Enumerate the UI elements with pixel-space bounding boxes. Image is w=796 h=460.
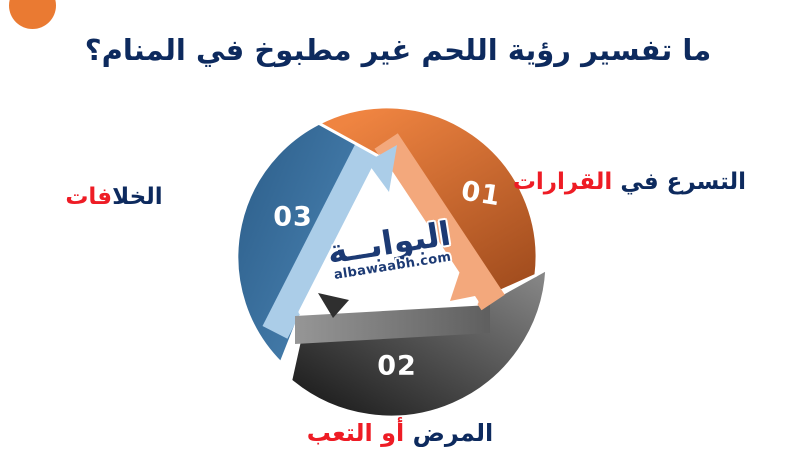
- cycle-center: [298, 154, 479, 315]
- label-bottom-main: المرض: [412, 419, 494, 447]
- step-number-01: 01: [459, 176, 503, 213]
- label-haste-in-decisions: التسرع في القرارات: [513, 169, 746, 195]
- decorative-orange-dot: [9, 0, 56, 29]
- page-title: ما تفسير رؤية اللحم غير مطبوخ في المنام؟: [84, 33, 712, 67]
- label-left-accent: فات: [65, 184, 113, 210]
- label-right-accent: القرارات: [512, 169, 621, 195]
- label-right-main: التسرع في: [620, 169, 746, 195]
- arrowhead-lightblue-icon: [367, 145, 397, 192]
- cycle-diagram: 01 02 03: [235, 105, 548, 419]
- label-illness-or-fatigue: المرض أو التعب: [293, 419, 507, 447]
- label-left-main: الخلا: [112, 184, 163, 210]
- label-bottom-accent: أو التعب: [306, 419, 413, 447]
- cycle-stripe-03: [262, 131, 387, 339]
- cycle-stripe-01: [374, 133, 505, 311]
- arrowhead-charcoal-icon: [318, 293, 349, 318]
- arrowhead-peach-icon: [450, 268, 490, 301]
- cycle-stripe-02: [295, 305, 490, 344]
- step-number-02: 02: [377, 351, 417, 382]
- step-number-03: 03: [273, 202, 313, 233]
- label-disputes: الخلافات: [40, 184, 188, 210]
